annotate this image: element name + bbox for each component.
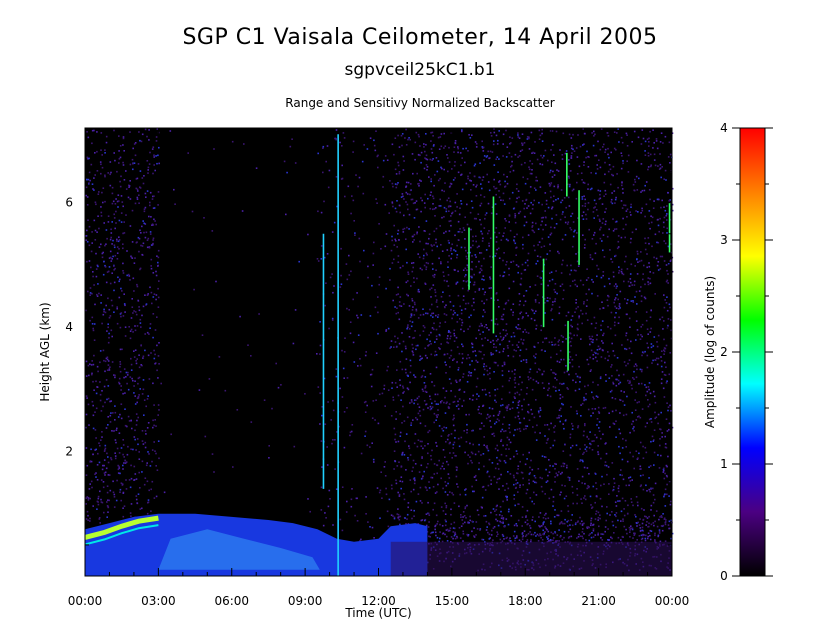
cbar-tick-label-4: 4 — [720, 121, 728, 135]
colorbar-label: Amplitude (log of counts) — [703, 276, 717, 428]
chart-title: SGP C1 Vaisala Ceilometer, 14 April 2005 — [182, 25, 658, 50]
plot-background — [85, 128, 672, 576]
y-tick-label-0: 2 — [65, 445, 73, 459]
x-tick-label-0: 00:00 — [68, 594, 103, 608]
colorbar-gradient — [739, 127, 766, 577]
layer-top-cyan — [84, 524, 159, 546]
cbar-tick-label-1: 1 — [720, 457, 728, 471]
y-tick-label-2: 6 — [65, 196, 73, 210]
boundary-layer-core — [158, 529, 320, 570]
y-axis-label: Height AGL (km) — [38, 302, 52, 401]
colorbar: 0 1 2 3 4 Amplitude (log of counts) — [703, 121, 773, 583]
cbar-tick-label-0: 0 — [720, 569, 728, 583]
plot-title: Range and Sensitivy Normalized Backscatt… — [285, 96, 555, 110]
x-tick-label-5: 15:00 — [435, 594, 470, 608]
plot-area — [84, 128, 674, 576]
x-tick-label-2: 06:00 — [214, 594, 249, 608]
x-tick-label-8: 00:00 — [655, 594, 690, 608]
x-tick-label-7: 21:00 — [581, 594, 616, 608]
chart-subtitle: sgpvceil25kC1.b1 — [344, 60, 496, 80]
x-tick-label-4: 12:00 — [361, 594, 396, 608]
x-tick-label-1: 03:00 — [141, 594, 176, 608]
axes: 00:00 03:00 06:00 09:00 12:00 15:00 18:00 21:00… — [38, 127, 690, 620]
x-axis-label: Time (UTC) — [344, 606, 411, 620]
residual-layer — [390, 541, 672, 576]
x-tick-label-6: 18:00 — [508, 594, 543, 608]
x-tick-label-3: 09:00 — [288, 594, 323, 608]
cbar-tick-label-3: 3 — [720, 233, 728, 247]
y-tick-label-1: 4 — [65, 320, 73, 334]
cbar-tick-label-2: 2 — [720, 345, 728, 359]
layer-top-highlight — [84, 515, 159, 540]
